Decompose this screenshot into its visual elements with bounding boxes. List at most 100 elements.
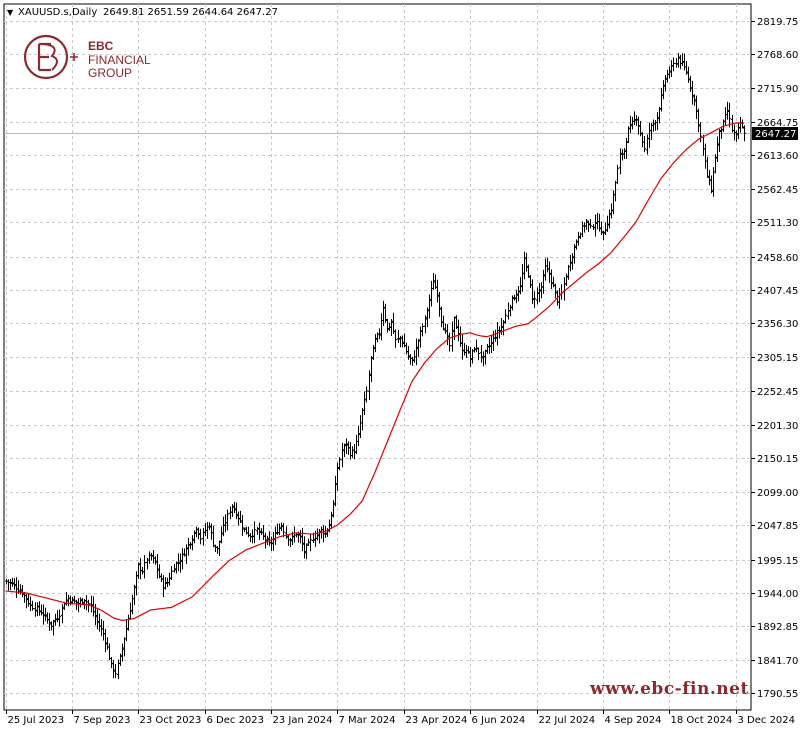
price-axis[interactable]: 2819.75 2768.60 2715.90 2664.75 2613.60 2562.… — [751, 17, 798, 700]
ohlc-bar — [502, 319, 505, 336]
ohlc-bar — [154, 556, 157, 565]
ohlc-bar — [38, 601, 41, 616]
y-tick-label: 1995.15 — [757, 556, 798, 567]
ohlc-bar — [54, 613, 57, 626]
ohlc-bar — [608, 209, 611, 229]
ohlc-bar — [625, 137, 628, 159]
symbol-dropdown-icon[interactable]: ▼ — [7, 8, 14, 17]
logo-line-3: GROUP — [88, 66, 132, 80]
logo-line-1: EBC — [88, 39, 114, 53]
ohlc-bar — [677, 52, 680, 68]
ohlc-bar — [436, 279, 439, 303]
chart-ohlc-values: 2649.81 2651.59 2644.64 2647.27 — [103, 7, 278, 18]
ohlc-bar — [256, 526, 259, 535]
ohlc-bar — [587, 220, 590, 233]
ohlc-bar — [56, 610, 59, 623]
ohlc-bar — [699, 122, 702, 143]
ohlc-bar — [336, 462, 339, 491]
ohlc-bar — [477, 347, 480, 361]
ohlc-bar — [432, 272, 435, 290]
ohlc-bar — [616, 164, 619, 185]
ohlc-bar — [71, 596, 74, 605]
ebc-logo: EBC FINANCIAL GROUP — [23, 34, 151, 80]
ohlc-bar — [394, 329, 397, 348]
ohlc-bar — [533, 291, 536, 309]
ohlc-bar — [419, 326, 422, 348]
ohlc-bar — [619, 148, 622, 175]
ohlc-bar — [351, 446, 354, 458]
ohlc-bar — [467, 346, 470, 354]
ohlc-bar — [268, 531, 271, 546]
ohlc-bar — [61, 604, 64, 624]
ohlc-bar — [600, 221, 603, 235]
ohlc-bar — [390, 319, 393, 336]
ohlc-bar — [316, 528, 319, 541]
x-tick-label: 23 Jan 2024 — [273, 715, 333, 726]
ohlc-bar — [63, 601, 66, 610]
ohlc-bar — [332, 500, 335, 518]
y-tick-label: 2715.90 — [757, 84, 798, 95]
ohlc-bar — [525, 252, 528, 272]
ohlc-bar — [726, 101, 729, 120]
ohlc-bar — [421, 323, 424, 337]
ohlc-bar — [629, 115, 632, 134]
ohlc-bar — [656, 112, 659, 131]
ohlc-bar — [226, 509, 229, 531]
ohlc-bar — [199, 528, 202, 545]
ohlc-bar — [691, 80, 694, 105]
ohlc-bar — [681, 53, 684, 67]
ohlc-bar — [241, 514, 244, 536]
ohlc-bar — [604, 222, 607, 235]
ohlc-bar — [517, 285, 520, 302]
ohlc-bar — [672, 57, 675, 72]
ohlc-bar — [411, 356, 414, 366]
ohlc-bar — [550, 269, 553, 289]
ohlc-bar — [197, 527, 200, 540]
ohlc-bar — [156, 554, 159, 579]
ohlc-bar — [382, 300, 385, 327]
ohlc-bar — [11, 577, 14, 587]
ohlc-bar — [386, 318, 389, 333]
ohlc-bar — [552, 276, 555, 288]
ohlc-bar — [121, 643, 124, 662]
ohlc-bar — [48, 613, 51, 631]
ohlc-bar — [189, 541, 192, 550]
ohlc-bar — [592, 224, 595, 230]
ohlc-bar — [374, 334, 377, 353]
y-tick-label: 1944.00 — [757, 589, 798, 600]
ohlc-bar — [357, 426, 360, 447]
y-tick-label: 2407.45 — [757, 286, 798, 297]
ohlc-bar — [285, 526, 288, 539]
ohlc-bar — [670, 60, 673, 77]
ohlc-bar — [52, 619, 55, 636]
ohlc-bar — [231, 504, 234, 517]
y-tick-label: 2511.30 — [757, 218, 798, 229]
ohlc-bar — [697, 108, 700, 133]
ohlc-bar — [282, 523, 285, 538]
y-tick-label: 2252.45 — [757, 387, 798, 398]
ohlc-bar — [658, 106, 661, 124]
y-tick-label: 2201.30 — [757, 421, 798, 432]
time-axis[interactable]: 25 Jul 2023 7 Sep 2023 23 Oct 2023 6 Dec 20… — [6, 710, 796, 726]
ohlc-bar — [643, 135, 646, 153]
ohlc-bar — [695, 95, 698, 120]
ohlc-bar — [150, 552, 153, 561]
logo-line-2: FINANCIAL — [88, 53, 151, 67]
ohlc-bar — [239, 510, 242, 523]
ohlc-bar — [96, 609, 99, 630]
ohlc-bar — [633, 111, 636, 126]
ohlc-bar — [548, 261, 551, 283]
ohlc-bar — [428, 294, 431, 319]
x-tick-label: 18 Oct 2024 — [671, 715, 733, 726]
ohlc-bar — [289, 538, 292, 547]
ohlc-bar — [407, 346, 410, 360]
y-tick-label: 2356.30 — [757, 319, 798, 330]
ohlc-bar — [114, 664, 117, 679]
x-tick-label: 25 Jul 2023 — [8, 715, 65, 726]
y-tick-label: 2458.60 — [757, 253, 798, 264]
current-price-tag: 2647.27 — [752, 127, 798, 140]
ohlc-bar — [490, 335, 493, 354]
ohlc-bar — [511, 295, 514, 311]
